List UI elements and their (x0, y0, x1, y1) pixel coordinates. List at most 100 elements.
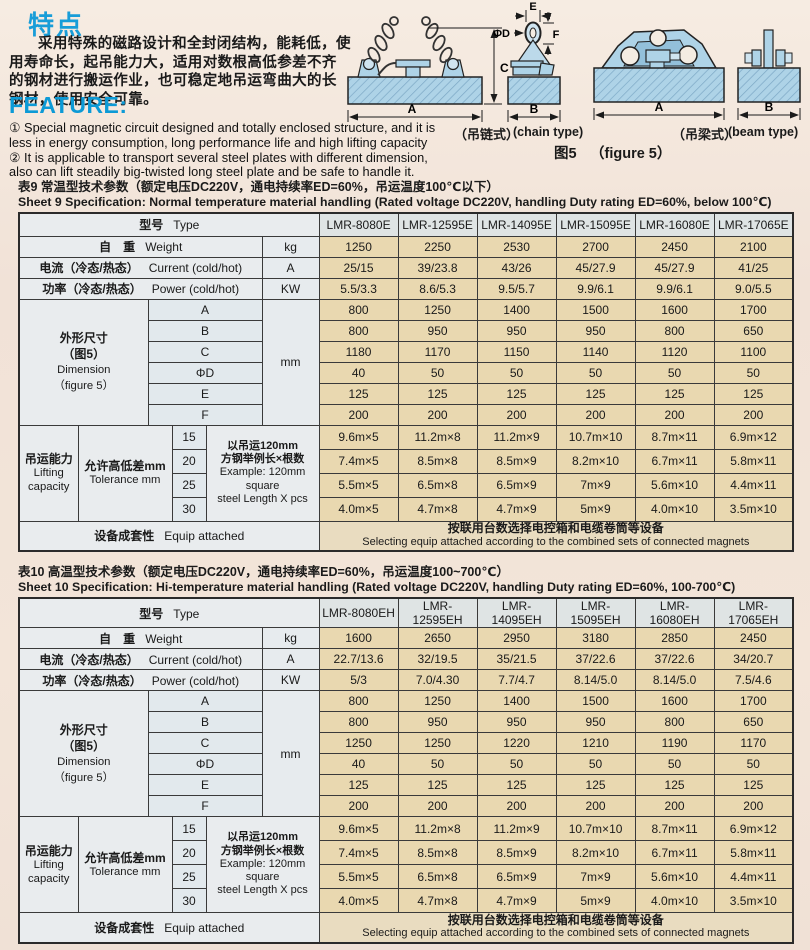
power-unit: KW (261, 669, 320, 691)
dim-unit: mm (261, 690, 320, 817)
dim-value: 1190 (634, 732, 715, 754)
figure-caption-en: （figure 5） (590, 146, 672, 162)
dim-value: 650 (713, 711, 794, 733)
tolerance-label: 允许高低差mm Tolerance mm (77, 816, 173, 913)
dimension-label: 外形尺寸 （图5） Dimension （figure 5） (18, 690, 149, 817)
model-name-cell: LMR-16080EH (634, 597, 715, 628)
weight-value: 2950 (476, 627, 557, 649)
dim-value: 50 (476, 361, 557, 384)
beam-type-label-en: (beam type) (728, 125, 799, 139)
dim-value: 950 (476, 711, 557, 733)
weight-value: 2530 (476, 235, 557, 258)
figure5-diagram: C A E ΦD F (347, 1, 801, 122)
current-value: 34/20.7 (713, 648, 794, 670)
power-value: 9.0/5.5 (713, 277, 794, 300)
dim-value: 125 (555, 382, 636, 405)
capacity-value: 5m×9 (555, 496, 636, 522)
tolerance-value: 25 (171, 472, 207, 498)
capacity-value: 11.2m×9 (476, 424, 557, 450)
capacity-value: 4.0m×10 (634, 496, 715, 522)
dim-row-label: F (147, 403, 263, 426)
dim-row-label: B (147, 711, 263, 733)
dim-value: 650 (713, 319, 794, 342)
weight-value: 3180 (555, 627, 636, 649)
capacity-value: 11.2m×8 (397, 424, 478, 450)
dim-value: 1500 (555, 298, 636, 321)
power-value: 8.14/5.0 (555, 669, 636, 691)
capacity-value: 5.8m×11 (713, 840, 794, 865)
dim-value: 125 (476, 382, 557, 405)
dim-value: 800 (634, 711, 715, 733)
dim-value: 1120 (634, 340, 715, 363)
weight-value: 2100 (713, 235, 794, 258)
capacity-value: 8.5m×8 (397, 840, 478, 865)
weight-label: 自 重 Weight (18, 235, 263, 258)
capacity-value: 8.5m×9 (476, 840, 557, 865)
dim-value: 1600 (634, 298, 715, 321)
capacity-value: 8.2m×10 (555, 840, 636, 865)
weight-unit: kg (261, 235, 320, 258)
capacity-value: 3.5m×10 (713, 496, 794, 522)
capacity-value: 7.4m×5 (318, 448, 399, 474)
power-label: 功率（冷态/热态） Power (cold/hot) (18, 277, 263, 300)
dim-row-label: ΦD (147, 361, 263, 384)
capacity-example-note: 以吊运120mm 方钢举例长×根数 Example: 120mm square st… (205, 816, 320, 913)
dim-label-phid: ΦD (493, 28, 510, 40)
dim-row-label: E (147, 382, 263, 405)
dim-value: 800 (318, 690, 399, 712)
dim-value: 50 (713, 753, 794, 775)
features-cn-body: 采用特殊的磁路设计和全封闭结构，能耗低，使用寿命长，起吊能力大，适用对数根高低参… (9, 36, 351, 108)
chain-type-side-view: E ΦD F B (493, 1, 561, 122)
dim-label-a2: A (655, 100, 664, 114)
dim-value: 125 (634, 774, 715, 796)
features-en-title: FEATURE: (9, 92, 128, 118)
dimension-label: 外形尺寸 （图5） Dimension （figure 5） (18, 298, 149, 426)
capacity-value: 4.4m×11 (713, 472, 794, 498)
weight-value: 2450 (713, 627, 794, 649)
power-label: 功率（冷态/热态） Power (cold/hot) (18, 669, 263, 691)
weight-value: 1600 (318, 627, 399, 649)
chain-type-label-en: (chain type) (513, 125, 584, 139)
capacity-value: 6.7m×11 (634, 840, 715, 865)
dim-value: 1180 (318, 340, 399, 363)
capacity-value: 6.9m×12 (713, 816, 794, 841)
dim-value: 950 (476, 319, 557, 342)
model-name-cell: LMR-16080E (634, 212, 715, 237)
current-label: 电流（冷态/热态） Current (cold/hot) (18, 256, 263, 279)
capacity-value: 8.7m×11 (634, 816, 715, 841)
dim-value: 125 (555, 774, 636, 796)
dim-value: 125 (476, 774, 557, 796)
dim-row-label: B (147, 319, 263, 342)
model-name-cell: LMR-12595E (397, 212, 478, 237)
capacity-value: 10.7m×10 (555, 816, 636, 841)
dim-value: 800 (318, 711, 399, 733)
dim-value: 200 (555, 795, 636, 817)
beam-type-front-view: A (593, 29, 725, 120)
power-value: 9.5/5.7 (476, 277, 557, 300)
equip-label: 设备成套性 Equip attached (18, 912, 320, 943)
dim-value: 40 (318, 361, 399, 384)
capacity-value: 4.7m×8 (397, 496, 478, 522)
dim-value: 1250 (318, 732, 399, 754)
capacity-value: 9.6m×5 (318, 816, 399, 841)
capacity-value: 4.0m×5 (318, 496, 399, 522)
tolerance-value: 30 (171, 496, 207, 522)
capacity-value: 5.8m×11 (713, 448, 794, 474)
dim-label-b: B (530, 102, 539, 116)
dim-value: 200 (318, 795, 399, 817)
equip-value: 按联用台数选择电控箱和电缆卷筒等设备 Selecting equip attach… (318, 520, 794, 552)
current-unit: A (261, 648, 320, 670)
dim-value: 50 (397, 361, 478, 384)
current-value: 43/26 (476, 256, 557, 279)
dim-value: 125 (634, 382, 715, 405)
sheet10-table: 型号 Type LMR-8080EH LMR-12595EH LMR-14095EH L… (18, 597, 795, 944)
dim-value: 125 (713, 774, 794, 796)
power-value: 9.9/6.1 (634, 277, 715, 300)
capacity-value: 7.4m×5 (318, 840, 399, 865)
tolerance-value: 20 (171, 840, 207, 865)
capacity-value: 6.5m×9 (476, 864, 557, 889)
capacity-value: 6.7m×11 (634, 448, 715, 474)
weight-value: 2700 (555, 235, 636, 258)
dim-value: 1220 (476, 732, 557, 754)
